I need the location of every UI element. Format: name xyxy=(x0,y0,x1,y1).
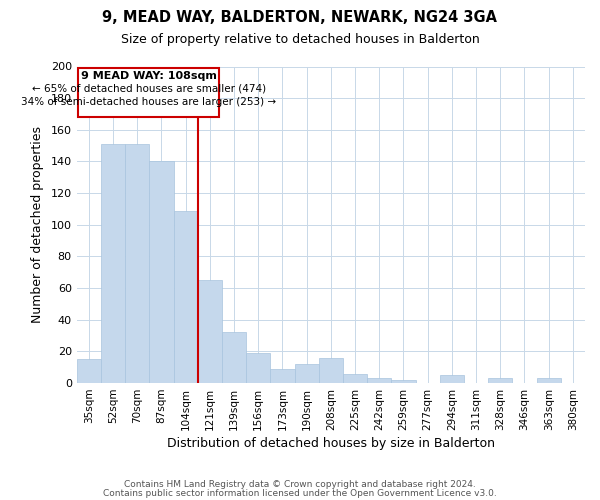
Text: 9 MEAD WAY: 108sqm: 9 MEAD WAY: 108sqm xyxy=(81,71,217,81)
Text: 34% of semi-detached houses are larger (253) →: 34% of semi-detached houses are larger (… xyxy=(21,96,276,106)
Bar xyxy=(101,144,125,383)
Bar xyxy=(198,280,222,383)
Bar xyxy=(173,210,198,383)
Bar xyxy=(319,358,343,383)
Text: 9, MEAD WAY, BALDERTON, NEWARK, NG24 3GA: 9, MEAD WAY, BALDERTON, NEWARK, NG24 3GA xyxy=(103,10,497,25)
Bar xyxy=(367,378,391,383)
Bar xyxy=(343,374,367,383)
Bar xyxy=(149,162,173,383)
Bar xyxy=(440,375,464,383)
Bar xyxy=(488,378,512,383)
Y-axis label: Number of detached properties: Number of detached properties xyxy=(31,126,44,324)
Text: ← 65% of detached houses are smaller (474): ← 65% of detached houses are smaller (47… xyxy=(32,84,266,94)
Bar xyxy=(222,332,246,383)
Bar xyxy=(125,144,149,383)
Bar xyxy=(271,369,295,383)
Bar xyxy=(295,364,319,383)
Text: Size of property relative to detached houses in Balderton: Size of property relative to detached ho… xyxy=(121,32,479,46)
Text: Contains public sector information licensed under the Open Government Licence v3: Contains public sector information licen… xyxy=(103,488,497,498)
Bar xyxy=(536,378,561,383)
Bar xyxy=(246,353,271,383)
Bar xyxy=(77,360,101,383)
FancyBboxPatch shape xyxy=(78,68,220,117)
Text: Contains HM Land Registry data © Crown copyright and database right 2024.: Contains HM Land Registry data © Crown c… xyxy=(124,480,476,489)
Bar xyxy=(391,380,416,383)
X-axis label: Distribution of detached houses by size in Balderton: Distribution of detached houses by size … xyxy=(167,437,495,450)
